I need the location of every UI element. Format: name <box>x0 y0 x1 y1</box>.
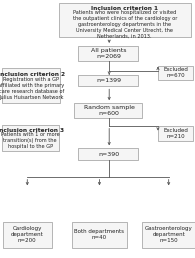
Text: Patients who were hospitalized or visited
the outpatient clinics of the cardiolo: Patients who were hospitalized or visite… <box>73 10 177 39</box>
Bar <box>78 46 138 61</box>
Text: All patients
n=2069: All patients n=2069 <box>91 48 127 59</box>
Text: Inclusion criterion 3: Inclusion criterion 3 <box>0 128 64 133</box>
Text: Patients with 1 or more
transition(s) from the
hospital to the GP: Patients with 1 or more transition(s) fr… <box>1 132 60 149</box>
Text: Cardiology
department
n=200: Cardiology department n=200 <box>11 226 44 243</box>
Bar <box>58 3 191 37</box>
Bar <box>78 75 138 86</box>
Bar <box>142 222 195 248</box>
Text: Excluded
n=670: Excluded n=670 <box>163 67 188 78</box>
Text: Random sample
n=600: Random sample n=600 <box>84 105 135 116</box>
Text: Gastroenterology
department
n=150: Gastroenterology department n=150 <box>145 226 192 243</box>
Bar <box>74 103 142 118</box>
Bar <box>2 125 58 151</box>
Text: Excluded
n=210: Excluded n=210 <box>163 128 188 139</box>
Text: n=390: n=390 <box>99 152 120 157</box>
Bar <box>78 148 138 160</box>
Bar <box>158 126 193 141</box>
Bar <box>72 222 127 248</box>
Text: Inclusion criterion 1: Inclusion criterion 1 <box>91 6 158 11</box>
Bar <box>3 222 52 248</box>
Text: Both departments
n=40: Both departments n=40 <box>74 229 124 240</box>
Text: Registration with a GP
affiliated with the primary
care research database of
Jul: Registration with a GP affiliated with t… <box>0 77 64 100</box>
Text: n=1399: n=1399 <box>97 78 122 83</box>
Bar <box>158 66 193 80</box>
Text: Inclusion criterion 2: Inclusion criterion 2 <box>0 71 65 77</box>
Bar <box>2 68 60 103</box>
